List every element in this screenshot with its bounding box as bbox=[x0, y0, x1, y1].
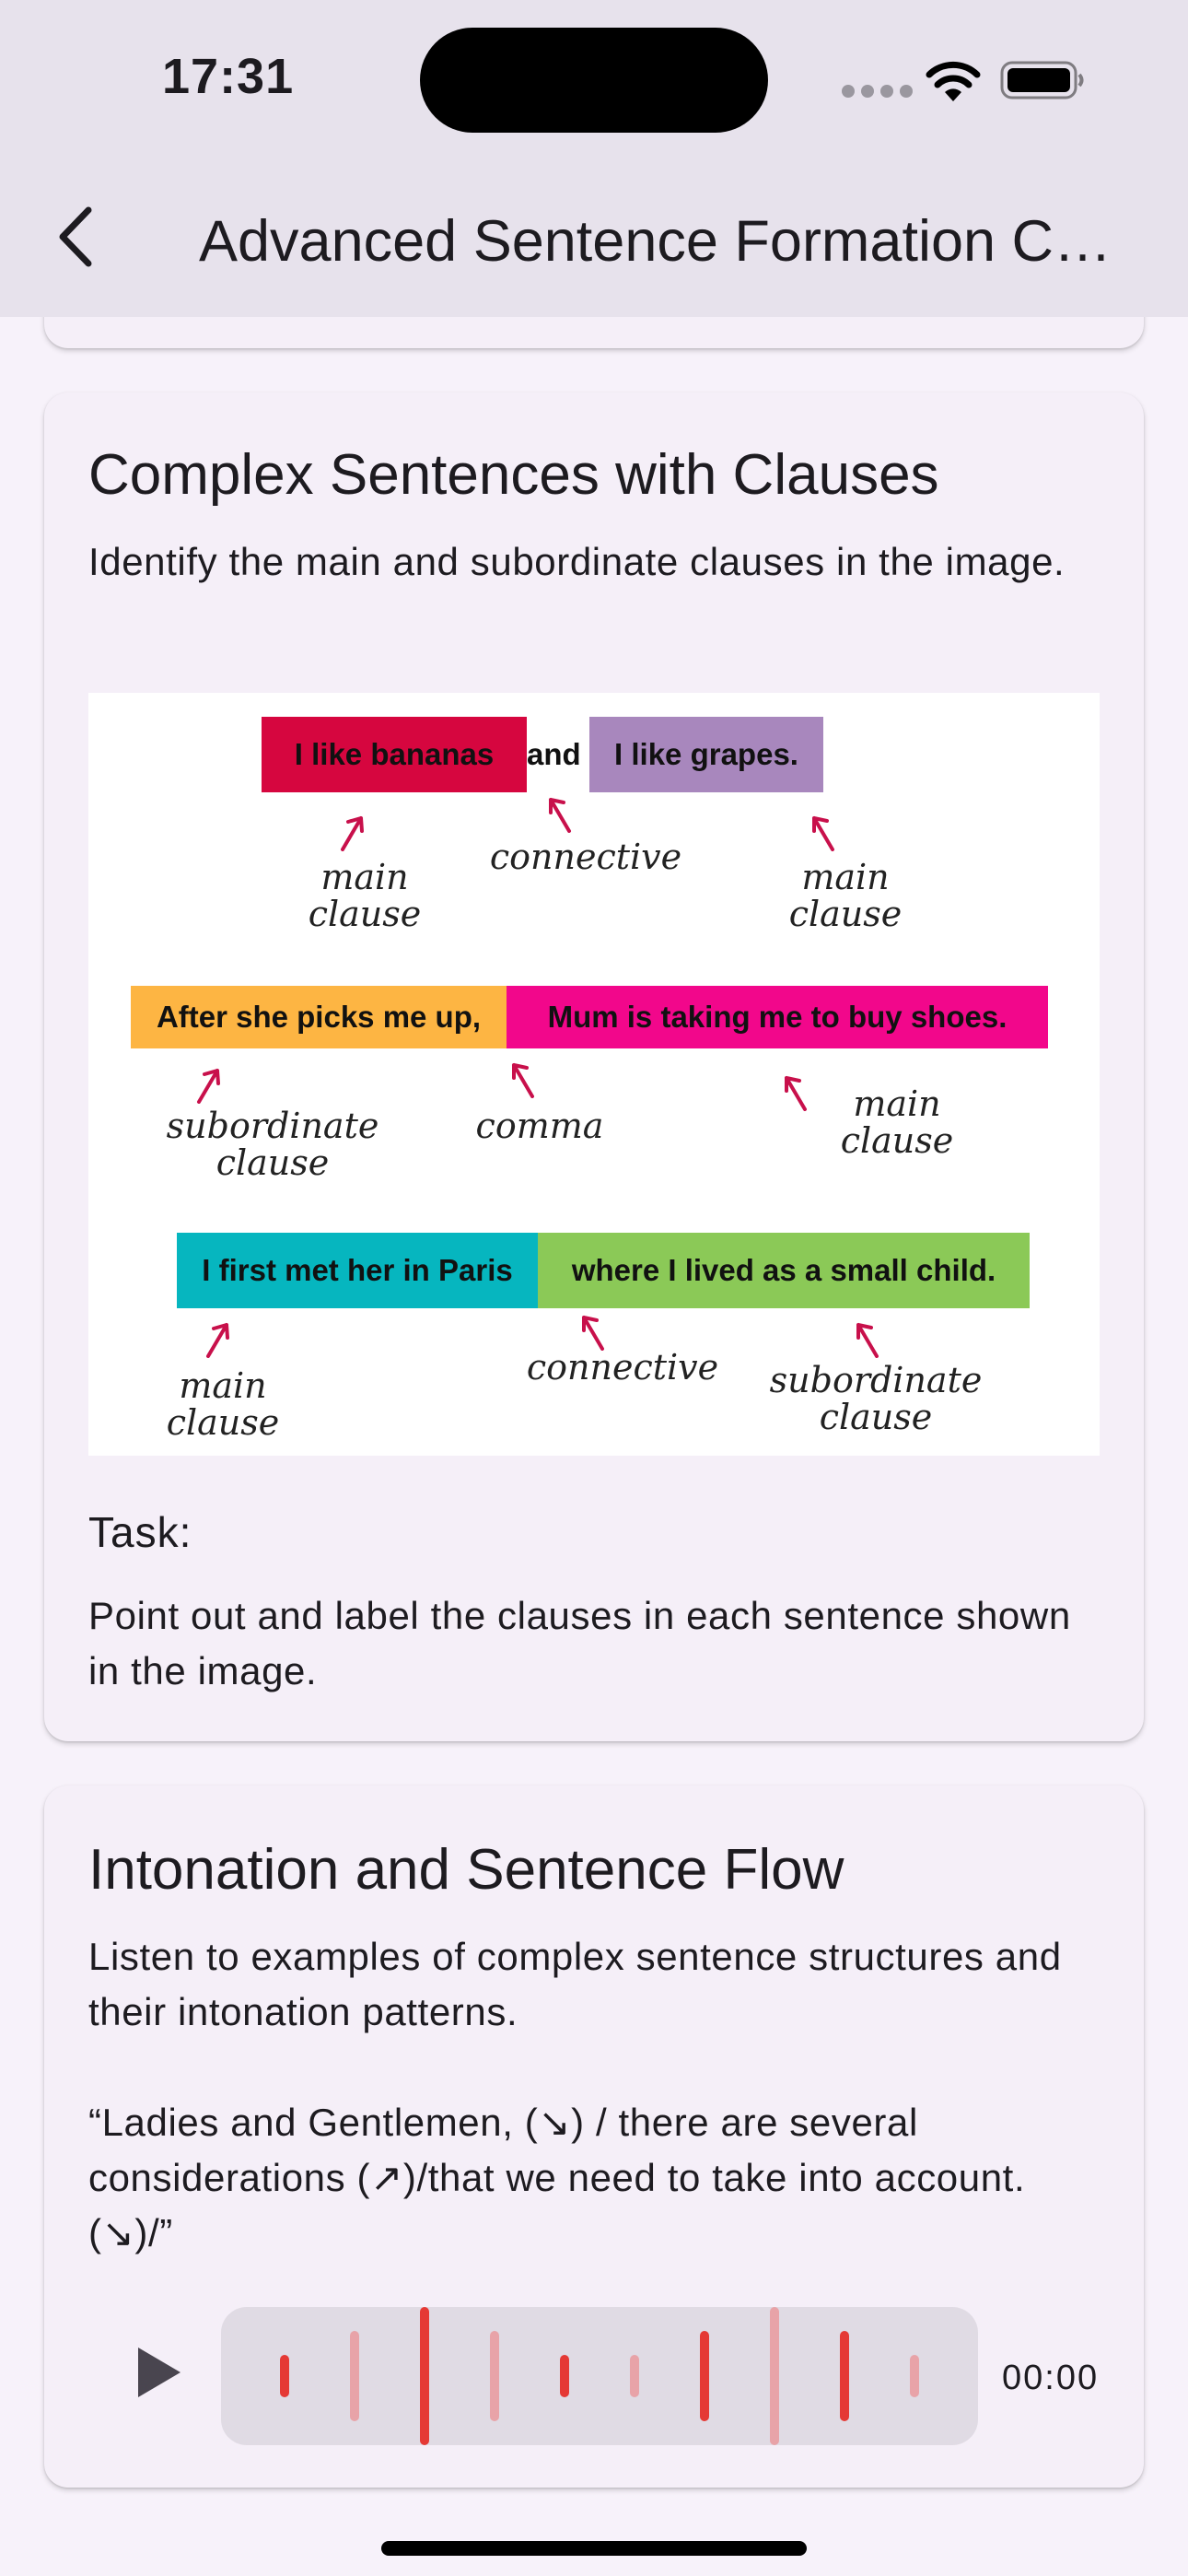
status-time: 17:31 bbox=[162, 49, 295, 104]
clause-label: connective bbox=[489, 837, 682, 877]
waveform-bar bbox=[770, 2307, 779, 2445]
arrow-icon bbox=[197, 1069, 220, 1104]
clause-box: I first met her in Paris bbox=[177, 1233, 538, 1308]
card-title: Complex Sentences with Clauses bbox=[88, 443, 939, 507]
page-title: Advanced Sentence Formation Cou... bbox=[199, 209, 1138, 274]
arrow-icon bbox=[856, 1323, 879, 1358]
clause-box: I like grapes. bbox=[589, 717, 823, 792]
clause-label: main clause bbox=[788, 857, 903, 934]
play-icon[interactable] bbox=[136, 2346, 182, 2399]
arrow-icon bbox=[812, 816, 834, 851]
clause-label: main clause bbox=[840, 1083, 954, 1161]
clause-box: where I lived as a small child. bbox=[538, 1233, 1030, 1308]
waveform-bar bbox=[700, 2331, 709, 2421]
waveform-bar bbox=[490, 2331, 499, 2421]
clause-label: connective bbox=[526, 1347, 719, 1388]
card-title: Intonation and Sentence Flow bbox=[88, 1838, 844, 1902]
waveform-bar bbox=[840, 2331, 849, 2421]
back-arrow-icon[interactable] bbox=[52, 205, 103, 269]
audio-duration: 00:00 bbox=[1002, 2359, 1100, 2397]
arrow-icon bbox=[206, 1323, 229, 1358]
clause-label: main clause bbox=[166, 1365, 280, 1443]
clause-label: subordinate clause bbox=[166, 1106, 379, 1183]
arrow-icon bbox=[582, 1316, 604, 1351]
clause-label: subordinate clause bbox=[769, 1360, 983, 1437]
waveform-bar bbox=[560, 2355, 569, 2397]
arrow-icon bbox=[512, 1063, 534, 1098]
signal-icon bbox=[842, 85, 913, 98]
task-heading: Task: bbox=[88, 1508, 192, 1556]
audio-waveform[interactable] bbox=[221, 2307, 978, 2445]
task-text: Point out and label the clauses in each … bbox=[88, 1594, 1071, 1692]
clause-label: main clause bbox=[308, 857, 422, 934]
clause-box: I like bananas bbox=[262, 717, 527, 792]
complex-sentences-card: Complex Sentences with Clauses Identify … bbox=[44, 392, 1144, 1741]
clause-label: comma bbox=[475, 1106, 604, 1146]
top-bar: 17:31 Advanced Sentence Formation Cou... bbox=[0, 0, 1188, 317]
waveform-bar bbox=[280, 2355, 289, 2397]
arrow-icon bbox=[785, 1076, 807, 1111]
battery-icon bbox=[1000, 61, 1084, 100]
clause-box: Mum is taking me to buy shoes. bbox=[507, 986, 1048, 1048]
home-indicator[interactable] bbox=[381, 2541, 807, 2556]
waveform-bar bbox=[420, 2307, 429, 2445]
waveform-bar bbox=[910, 2355, 919, 2397]
wifi-icon bbox=[926, 61, 981, 101]
clauses-image: I like bananas and I like grapes. main c… bbox=[88, 693, 1100, 1456]
arrow-icon bbox=[341, 816, 364, 851]
clause-box: After she picks me up, bbox=[131, 986, 507, 1048]
connector-text: and bbox=[527, 737, 581, 771]
intonation-card: Intonation and Sentence Flow Listen to e… bbox=[44, 1786, 1144, 2488]
card-description: Listen to examples of complex sentence s… bbox=[88, 1935, 1062, 2254]
card-description: Identify the main and subordinate clause… bbox=[88, 540, 1066, 583]
waveform-bar bbox=[350, 2331, 359, 2421]
waveform-bar bbox=[630, 2355, 639, 2397]
dynamic-island bbox=[420, 28, 768, 133]
arrow-icon bbox=[549, 798, 571, 833]
